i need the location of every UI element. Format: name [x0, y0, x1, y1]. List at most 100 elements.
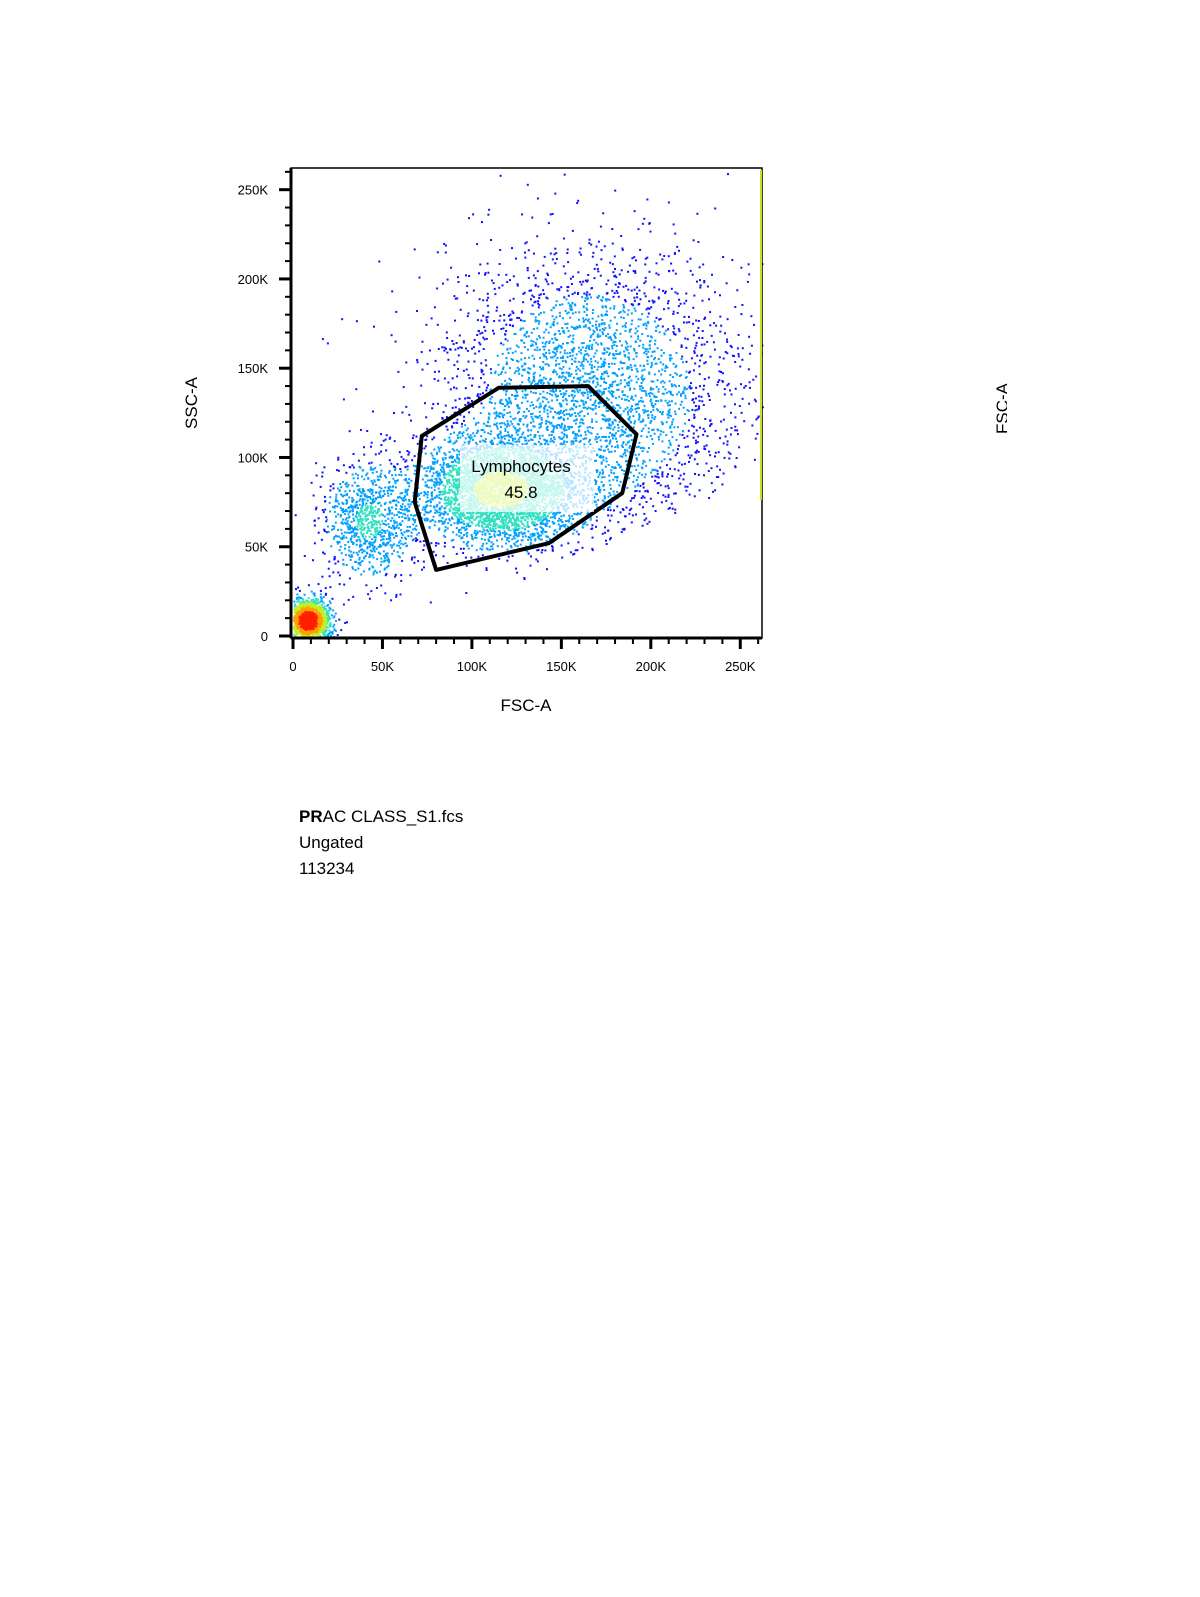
event-dot — [672, 331, 675, 334]
event-dot — [586, 426, 589, 429]
event-dot — [526, 371, 529, 374]
event-dot — [430, 542, 433, 545]
event-dot — [525, 335, 528, 338]
event-dot — [709, 355, 712, 358]
event-dot — [443, 438, 446, 441]
event-dot — [552, 425, 555, 428]
event-dot — [501, 538, 503, 541]
event-dot — [619, 413, 622, 416]
event-dot — [312, 605, 315, 607]
event-dot — [394, 486, 397, 489]
event-dot — [611, 372, 614, 375]
event-dot — [462, 520, 465, 523]
event-dot — [435, 509, 438, 512]
event-dot — [667, 493, 670, 496]
event-dot — [450, 461, 453, 464]
event-dot — [447, 358, 450, 361]
event-dot — [597, 343, 599, 346]
event-dot — [623, 379, 626, 382]
event-dot — [350, 526, 353, 529]
event-dot — [451, 406, 454, 409]
event-dot — [523, 511, 526, 514]
event-dot — [496, 427, 499, 430]
event-dot — [514, 370, 517, 373]
event-dot — [579, 424, 582, 427]
event-dot — [644, 276, 647, 279]
event-dot — [342, 536, 345, 539]
event-dot — [647, 427, 650, 430]
event-dot — [526, 522, 529, 525]
event-dot — [649, 421, 652, 424]
event-dot — [733, 355, 735, 358]
event-dot — [500, 435, 503, 438]
event-dot — [378, 570, 381, 573]
event-dot — [524, 389, 527, 392]
event-dot — [524, 357, 526, 360]
event-dot — [370, 526, 373, 529]
event-dot — [519, 319, 522, 322]
event-dot — [634, 408, 637, 410]
event-dot — [294, 514, 297, 517]
event-dot — [488, 533, 491, 535]
event-dot — [737, 355, 740, 358]
event-dot — [583, 380, 586, 383]
event-dot — [619, 379, 622, 382]
event-dot — [401, 515, 404, 518]
event-dot — [520, 311, 523, 314]
event-dot — [545, 525, 548, 527]
event-dot — [437, 472, 440, 475]
event-dot — [445, 479, 448, 482]
event-dot — [577, 346, 580, 349]
event-dot — [581, 296, 584, 299]
event-dot — [549, 422, 552, 425]
event-dot — [372, 549, 375, 552]
event-dot — [461, 432, 464, 435]
event-dot — [333, 525, 336, 528]
event-dot — [589, 328, 591, 331]
event-dot — [519, 436, 521, 439]
event-dot — [703, 362, 706, 365]
event-dot — [527, 367, 530, 370]
event-dot — [397, 496, 399, 499]
event-dot — [738, 446, 741, 449]
event-dot — [704, 418, 707, 420]
event-dot — [489, 368, 492, 371]
event-dot — [369, 497, 372, 500]
event-dot — [654, 330, 657, 332]
event-dot — [666, 484, 669, 487]
event-dot — [595, 420, 598, 423]
event-dot — [506, 281, 509, 283]
event-dot — [582, 438, 585, 441]
event-dot — [338, 541, 341, 544]
event-dot — [558, 367, 561, 370]
event-dot — [415, 514, 418, 516]
event-dot — [575, 418, 578, 421]
event-dot — [635, 355, 638, 358]
event-dot — [640, 389, 643, 392]
event-dot — [391, 512, 394, 515]
event-dot — [472, 514, 475, 517]
event-dot — [626, 345, 629, 348]
event-dot — [648, 371, 651, 374]
event-dot — [608, 479, 611, 482]
event-dot — [468, 440, 471, 443]
event-dot — [587, 354, 590, 357]
event-dot — [444, 495, 447, 498]
event-dot — [306, 605, 309, 608]
event-dot — [702, 388, 705, 391]
event-dot — [363, 528, 366, 531]
event-dot — [372, 556, 375, 559]
event-dot — [444, 453, 447, 456]
event-dot — [593, 501, 596, 503]
event-dot — [667, 446, 670, 449]
event-dot — [498, 526, 501, 529]
event-dot — [560, 346, 563, 349]
event-dot — [534, 300, 537, 303]
event-dot — [601, 352, 604, 355]
event-dot — [406, 510, 409, 513]
event-dot — [665, 499, 668, 502]
event-dot — [539, 348, 541, 351]
event-dot — [420, 492, 423, 495]
event-dot — [538, 313, 541, 316]
event-dot — [352, 528, 355, 530]
